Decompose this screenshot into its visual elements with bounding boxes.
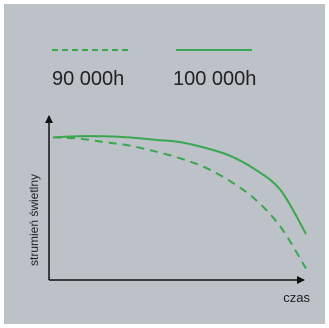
legend-label-series-2: 100 000h [173, 68, 257, 90]
series-group [52, 135, 307, 270]
series-line-1 [52, 136, 307, 270]
legend-swatch-dashed [52, 49, 128, 51]
chart-panel: 90 000h 100 000h czas strumień świetlny [4, 4, 325, 324]
y-axis-label: strumień świetlny [27, 174, 41, 266]
legend-swatch-solid [176, 49, 252, 51]
x-axis-label: czas [283, 290, 310, 305]
chart: czas strumień świetlny [27, 115, 310, 305]
legend-label-series-1: 90 000h [52, 68, 125, 90]
series-line-2 [52, 135, 307, 235]
